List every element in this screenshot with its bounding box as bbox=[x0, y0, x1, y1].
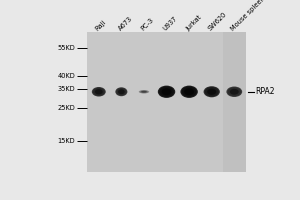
Ellipse shape bbox=[207, 89, 216, 95]
Text: Raji: Raji bbox=[94, 19, 107, 32]
Ellipse shape bbox=[230, 89, 239, 95]
Text: RPA2: RPA2 bbox=[255, 87, 274, 96]
Ellipse shape bbox=[230, 89, 239, 95]
Bar bbox=[223, 32, 246, 172]
Text: PC-3: PC-3 bbox=[140, 17, 154, 32]
Ellipse shape bbox=[141, 91, 147, 93]
Ellipse shape bbox=[184, 88, 194, 95]
Bar bbox=[88, 32, 223, 172]
Ellipse shape bbox=[116, 88, 127, 96]
Text: U937: U937 bbox=[162, 15, 179, 32]
Ellipse shape bbox=[141, 91, 147, 93]
Ellipse shape bbox=[115, 87, 128, 96]
Text: 35KD: 35KD bbox=[58, 86, 75, 92]
Text: 55KD: 55KD bbox=[57, 45, 75, 51]
Ellipse shape bbox=[162, 88, 171, 95]
Ellipse shape bbox=[118, 89, 125, 94]
Ellipse shape bbox=[161, 88, 172, 95]
Ellipse shape bbox=[94, 89, 103, 95]
Ellipse shape bbox=[118, 89, 125, 94]
Ellipse shape bbox=[182, 87, 196, 97]
Ellipse shape bbox=[204, 86, 220, 97]
Ellipse shape bbox=[180, 86, 198, 98]
Ellipse shape bbox=[205, 87, 219, 96]
Ellipse shape bbox=[139, 90, 149, 93]
Ellipse shape bbox=[228, 87, 241, 96]
Text: Jurkat: Jurkat bbox=[185, 14, 203, 32]
Ellipse shape bbox=[207, 88, 217, 95]
Text: SW620: SW620 bbox=[208, 11, 228, 32]
Text: 15KD: 15KD bbox=[58, 138, 75, 144]
Ellipse shape bbox=[140, 90, 148, 93]
Ellipse shape bbox=[93, 88, 105, 96]
Ellipse shape bbox=[159, 87, 174, 97]
Ellipse shape bbox=[92, 87, 106, 97]
Ellipse shape bbox=[158, 86, 175, 98]
Text: 25KD: 25KD bbox=[57, 105, 75, 111]
Ellipse shape bbox=[95, 89, 103, 94]
Text: 40KD: 40KD bbox=[57, 73, 75, 79]
Text: Mouse spleen: Mouse spleen bbox=[230, 0, 267, 32]
Text: A673: A673 bbox=[117, 15, 134, 32]
Ellipse shape bbox=[226, 87, 242, 97]
Ellipse shape bbox=[184, 88, 194, 95]
